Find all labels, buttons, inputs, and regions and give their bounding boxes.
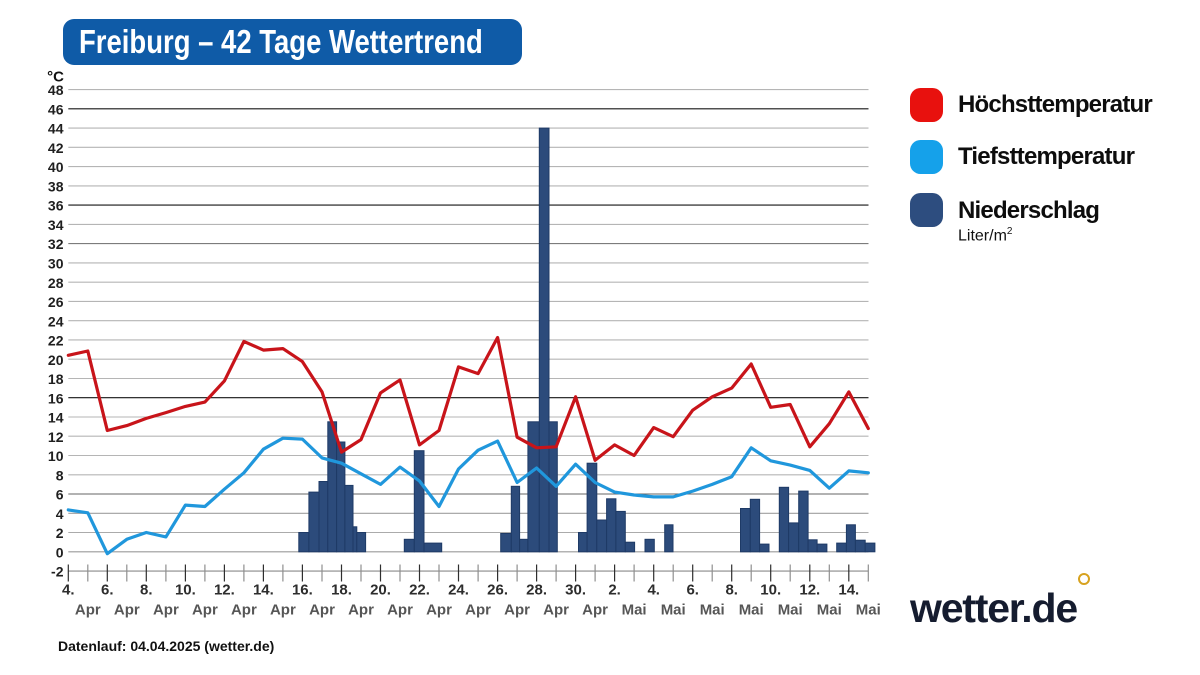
svg-text:16.: 16. bbox=[292, 582, 313, 599]
svg-text:18: 18 bbox=[48, 371, 64, 387]
svg-text:Mai: Mai bbox=[778, 602, 803, 619]
svg-text:Apr: Apr bbox=[153, 602, 179, 619]
svg-text:40: 40 bbox=[48, 159, 64, 175]
svg-text:16: 16 bbox=[48, 390, 64, 406]
svg-text:Mai: Mai bbox=[817, 602, 842, 619]
svg-text:20.: 20. bbox=[370, 582, 391, 599]
svg-text:4.: 4. bbox=[647, 582, 660, 599]
svg-text:Apr: Apr bbox=[75, 602, 101, 619]
svg-text:8: 8 bbox=[56, 467, 64, 483]
svg-text:10.: 10. bbox=[175, 582, 196, 599]
svg-text:12.: 12. bbox=[214, 582, 235, 599]
svg-text:Apr: Apr bbox=[543, 602, 569, 619]
svg-text:20: 20 bbox=[48, 352, 64, 368]
svg-text:48: 48 bbox=[48, 82, 64, 98]
svg-text:12.: 12. bbox=[799, 582, 820, 599]
svg-text:Apr: Apr bbox=[348, 602, 374, 619]
svg-text:6: 6 bbox=[56, 487, 64, 503]
svg-text:32: 32 bbox=[48, 236, 64, 252]
svg-text:Apr: Apr bbox=[582, 602, 608, 619]
svg-text:2: 2 bbox=[56, 525, 64, 541]
svg-text:10.: 10. bbox=[760, 582, 781, 599]
svg-text:Mai: Mai bbox=[622, 602, 647, 619]
svg-text:Apr: Apr bbox=[426, 602, 452, 619]
svg-text:-2: -2 bbox=[51, 564, 64, 580]
svg-text:26.: 26. bbox=[487, 582, 508, 599]
svg-text:4: 4 bbox=[56, 506, 64, 522]
svg-text:Mai: Mai bbox=[700, 602, 725, 619]
svg-text:14.: 14. bbox=[253, 582, 274, 599]
svg-text:Apr: Apr bbox=[465, 602, 491, 619]
svg-text:8.: 8. bbox=[725, 582, 738, 599]
svg-text:12: 12 bbox=[48, 429, 64, 445]
svg-text:Apr: Apr bbox=[114, 602, 140, 619]
svg-text:30.: 30. bbox=[565, 582, 586, 599]
svg-text:36: 36 bbox=[48, 198, 64, 214]
svg-text:Apr: Apr bbox=[387, 602, 413, 619]
svg-text:6.: 6. bbox=[686, 582, 699, 599]
svg-text:30: 30 bbox=[48, 256, 64, 272]
svg-text:°C: °C bbox=[47, 69, 64, 86]
svg-text:22: 22 bbox=[48, 333, 64, 349]
svg-text:18.: 18. bbox=[331, 582, 352, 599]
svg-text:14.: 14. bbox=[838, 582, 859, 599]
svg-text:Apr: Apr bbox=[231, 602, 257, 619]
svg-text:38: 38 bbox=[48, 179, 64, 195]
svg-text:42: 42 bbox=[48, 140, 64, 156]
svg-text:10: 10 bbox=[48, 448, 64, 464]
svg-text:34: 34 bbox=[48, 217, 64, 233]
svg-text:28.: 28. bbox=[526, 582, 547, 599]
svg-text:Mai: Mai bbox=[739, 602, 764, 619]
svg-text:Mai: Mai bbox=[661, 602, 686, 619]
svg-text:46: 46 bbox=[48, 101, 64, 117]
svg-text:0: 0 bbox=[56, 544, 64, 560]
svg-text:Apr: Apr bbox=[309, 602, 335, 619]
svg-text:22.: 22. bbox=[409, 582, 430, 599]
svg-text:14: 14 bbox=[48, 410, 64, 426]
svg-text:24: 24 bbox=[48, 313, 64, 329]
svg-text:8.: 8. bbox=[140, 582, 153, 599]
svg-text:2.: 2. bbox=[608, 582, 621, 599]
svg-text:24.: 24. bbox=[448, 582, 469, 599]
svg-text:Apr: Apr bbox=[270, 602, 296, 619]
svg-text:Mai: Mai bbox=[856, 602, 881, 619]
svg-text:Apr: Apr bbox=[192, 602, 218, 619]
svg-text:26: 26 bbox=[48, 294, 64, 310]
svg-text:6.: 6. bbox=[101, 582, 114, 599]
svg-text:4.: 4. bbox=[62, 582, 75, 599]
svg-text:44: 44 bbox=[48, 121, 64, 137]
svg-text:Apr: Apr bbox=[504, 602, 530, 619]
svg-text:28: 28 bbox=[48, 275, 64, 291]
